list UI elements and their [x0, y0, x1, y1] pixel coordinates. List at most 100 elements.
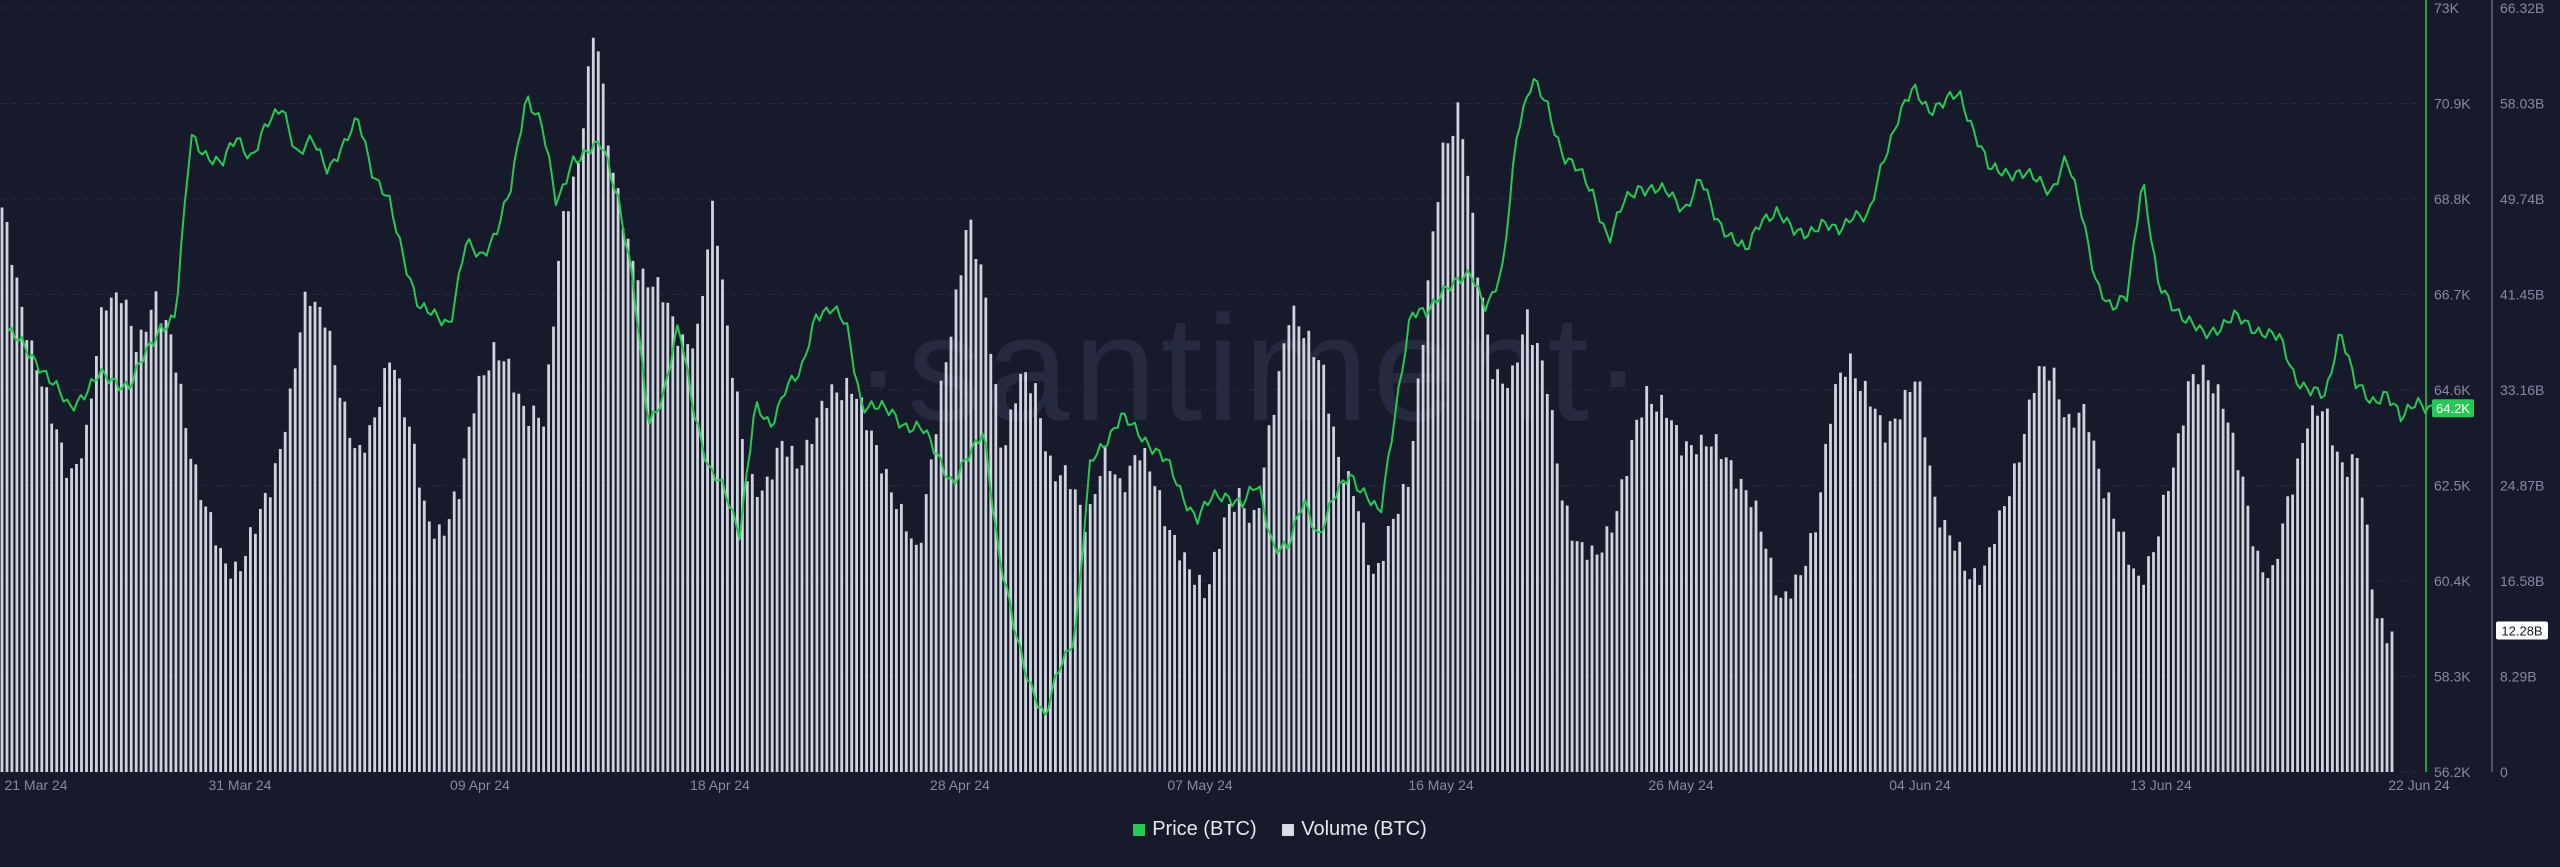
volume-bar [1506, 387, 1509, 772]
volume-bar [919, 542, 923, 772]
volume-bar [2062, 417, 2066, 772]
volume-bar [184, 428, 188, 772]
volume-bar [219, 548, 222, 772]
volume-bar [1193, 584, 1196, 772]
volume-bar [413, 443, 416, 772]
x-tick-label: 09 Apr 24 [450, 777, 510, 793]
volume-bar [40, 386, 44, 772]
volume-bar [1620, 479, 1624, 772]
volume-bar [1396, 513, 1400, 772]
volume-bar [1446, 143, 1450, 773]
volume-bar [1868, 406, 1872, 772]
volume-bar [5, 222, 9, 772]
volume-bar [1839, 372, 1842, 772]
volume-bar [825, 408, 829, 772]
volume-bar [1173, 535, 1176, 772]
volume-bar [1367, 565, 1370, 772]
volume-bar [1068, 489, 1072, 772]
volume-bar [1565, 505, 1569, 772]
volume-bar [661, 302, 665, 772]
volume-bar [696, 323, 699, 772]
volume-bar [1158, 490, 1162, 772]
volume-bar [2003, 506, 2006, 772]
volume-bar [1287, 325, 1291, 772]
volume-bar [373, 417, 377, 772]
volume-bar [2350, 454, 2354, 772]
volume-bar [1953, 550, 1957, 772]
volume-bar [1014, 403, 1017, 772]
volume-bar [1570, 540, 1574, 772]
volume-bar [1451, 135, 1455, 772]
volume-bar [447, 519, 451, 772]
volume-bar [1267, 425, 1271, 772]
volume-bar [15, 277, 19, 772]
volume-bar [651, 286, 655, 772]
price-tick-label: 70.9K [2434, 96, 2471, 112]
volume-bar [134, 351, 138, 772]
volume-tick-label: 0 [2500, 764, 2508, 780]
volume-bar [1863, 380, 1867, 772]
last-volume-badge [2496, 621, 2548, 640]
volume-bar [929, 459, 933, 772]
volume-bar [1203, 598, 1206, 772]
volume-bar [10, 264, 14, 772]
volume-bar [0, 207, 4, 772]
volume-bar [1719, 459, 1723, 772]
volume-bar [259, 508, 262, 772]
volume-bar [800, 465, 804, 772]
volume-bar [552, 326, 555, 772]
volume-bar [1486, 334, 1490, 772]
volume-bar [1635, 419, 1639, 772]
volume-bar [403, 417, 406, 772]
legend-item-volume[interactable]: Volume (BTC) [1282, 818, 1427, 841]
volume-bar [641, 268, 645, 772]
volume-bar [1024, 372, 1027, 772]
volume-bar [1272, 414, 1276, 772]
volume-bar [512, 392, 516, 772]
volume-bar [1039, 418, 1042, 772]
legend-item-price[interactable]: Price (BTC) [1133, 818, 1257, 841]
volume-tick-label: 49.74B [2500, 191, 2544, 207]
volume-bar [1227, 504, 1231, 772]
axes: 73K 70.9K 68.8K 66.7K 64.6K 62.5K 60.4K 58.3K 56… [4, 0, 2548, 793]
volume-bar [437, 524, 441, 772]
volume-bar [119, 303, 123, 772]
volume-bar [2301, 443, 2304, 772]
volume-bar [224, 563, 227, 772]
volume-bar [229, 578, 232, 772]
volume-bar [1406, 486, 1410, 772]
volume-bar [562, 211, 565, 773]
volume-bar [750, 474, 754, 772]
volume-bar [636, 280, 640, 772]
volume-bar [2137, 575, 2140, 772]
volume-bar [1928, 465, 1932, 772]
volume-bar [1734, 488, 1738, 772]
volume-bar [1312, 357, 1316, 772]
volume-bar [288, 388, 292, 772]
volume-bar [144, 331, 148, 772]
x-tick-label: 28 Apr 24 [930, 777, 990, 793]
price-tick-label: 58.3K [2434, 669, 2471, 685]
volume-bar [254, 533, 257, 772]
volume-bar [775, 447, 779, 772]
volume-bar [745, 481, 749, 772]
volume-bar [1744, 490, 1748, 772]
volume-bar [109, 297, 113, 772]
volume-bar [1049, 455, 1052, 772]
volume-bar [1849, 353, 1852, 772]
volume-bar [2087, 432, 2091, 772]
price-tick-label: 56.2K [2434, 764, 2471, 780]
volume-bar [1357, 511, 1360, 772]
volume-bar [358, 445, 362, 772]
volume-bar [1391, 518, 1395, 772]
volume-bar [174, 372, 178, 772]
volume-bar [1476, 277, 1480, 772]
volume-bar [442, 535, 446, 772]
volume-bars [0, 37, 2394, 773]
volume-bar [726, 325, 729, 772]
volume-bar [1009, 409, 1013, 772]
volume-bar [1675, 425, 1678, 772]
volume-bar [1595, 554, 1599, 772]
volume-bar [1948, 535, 1952, 772]
